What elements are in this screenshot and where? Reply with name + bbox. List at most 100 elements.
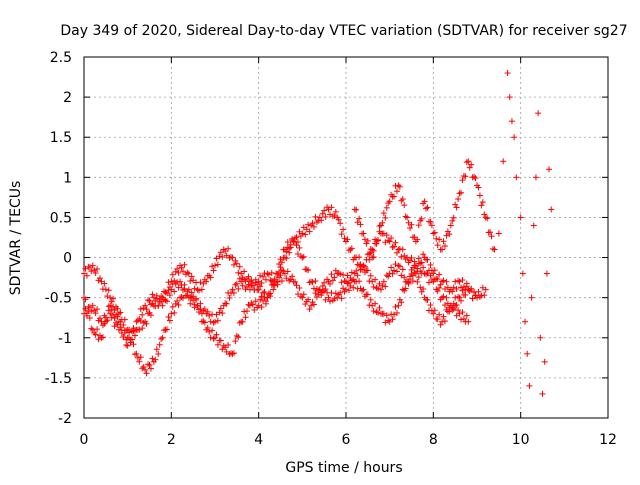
data-point-track-2 [246,302,253,309]
data-point-track-3 [294,238,301,245]
data-point-track-1 [329,277,336,284]
data-point-track-1 [340,271,347,278]
data-point-scatter-late [522,318,529,325]
data-point-track-3 [126,329,133,336]
data-point-track-2 [325,294,332,301]
data-point-track-1 [147,301,154,308]
data-point-track-3 [162,289,169,296]
data-point-track-2 [348,277,355,284]
data-point-track-3 [399,246,406,253]
data-point-track-1 [313,294,320,301]
data-point-track-3 [111,323,118,330]
data-point-track-1 [312,290,319,297]
data-point-track-3 [278,259,285,266]
data-point-track-1 [255,278,262,285]
data-point-track-1 [98,334,105,341]
data-point-track-2 [139,365,146,372]
data-point-track-1 [145,297,152,304]
data-point-track-1 [388,264,395,271]
x-tick-label: 12 [599,432,617,448]
data-point-track-3 [393,249,400,256]
data-point-track-4 [440,238,447,245]
data-point-track-3 [369,246,376,253]
data-point-track-1 [353,267,360,274]
data-point-track-1 [92,331,99,338]
data-point-scatter-late [519,270,526,277]
data-point-track-1 [481,292,488,299]
data-point-track-3 [415,260,422,267]
data-point-track-1 [142,302,149,309]
data-point-track-1 [302,301,309,308]
data-point-track-1 [453,285,460,292]
data-point-track-1 [226,294,233,301]
data-point-track-3 [284,239,291,246]
data-point-track-3 [364,251,371,258]
data-point-track-1 [401,274,408,281]
data-point-track-2 [117,309,124,316]
data-point-track-1 [277,272,284,279]
data-point-scatter-late [530,222,537,229]
data-point-track-3 [392,239,399,246]
data-point-track-1 [223,300,230,307]
data-point-track-3 [172,268,179,275]
data-point-track-1 [149,291,156,298]
data-point-track-3 [168,278,175,285]
data-point-track-4 [444,228,451,235]
data-point-track-4 [376,223,383,230]
data-point-track-3 [261,288,268,295]
data-point-track-3 [286,245,293,252]
data-point-track-2 [174,297,181,304]
data-point-track-3 [91,307,98,314]
data-point-scatter-late [528,294,535,301]
data-point-track-3 [107,310,114,317]
data-point-track-2 [89,262,96,269]
data-point-track-2 [155,351,162,358]
data-point-track-3 [143,320,150,327]
data-point-track-2 [328,289,335,296]
data-point-track-4 [468,161,475,168]
data-point-track-2 [331,295,338,302]
data-point-scatter-late [539,390,546,397]
data-point-track-1 [278,277,285,284]
data-point-track-3 [139,325,146,332]
data-point-track-4 [462,173,469,180]
data-point-track-2 [329,297,336,304]
data-point-track-3 [335,216,342,223]
data-point-scatter-late [504,70,511,77]
data-point-track-1 [364,267,371,274]
data-point-track-3 [217,249,224,256]
data-point-track-1 [107,302,114,309]
data-point-track-3 [155,302,162,309]
data-point-track-2 [383,312,390,319]
data-point-track-2 [318,292,325,299]
data-point-track-1 [286,277,293,284]
data-point-track-3 [219,253,226,260]
data-point-track-1 [379,282,386,289]
data-point-track-1 [258,279,265,286]
data-point-track-4 [488,233,495,240]
data-point-track-4 [364,237,371,244]
data-point-track-4 [484,215,491,222]
data-point-track-2 [242,314,249,321]
data-point-track-2 [430,310,437,317]
data-point-track-3 [340,226,347,233]
data-point-track-3 [127,336,134,343]
data-point-scatter-late [500,158,507,165]
data-point-track-4 [466,164,473,171]
data-point-track-3 [239,274,246,281]
data-point-track-2 [405,280,412,287]
data-point-track-3 [267,290,274,297]
data-point-scatter-late [526,382,533,389]
data-point-track-4 [415,222,422,229]
data-point-track-3 [306,228,313,235]
data-point-track-2 [121,316,128,323]
data-point-track-3 [92,310,99,317]
data-point-track-2 [178,294,185,301]
x-tick-label: 0 [80,432,89,448]
data-point-track-2 [166,317,173,324]
data-point-track-2 [101,280,108,287]
data-point-track-2 [465,286,472,293]
data-point-track-4 [367,249,374,256]
data-point-track-1 [306,306,313,313]
data-point-track-2 [182,292,189,299]
